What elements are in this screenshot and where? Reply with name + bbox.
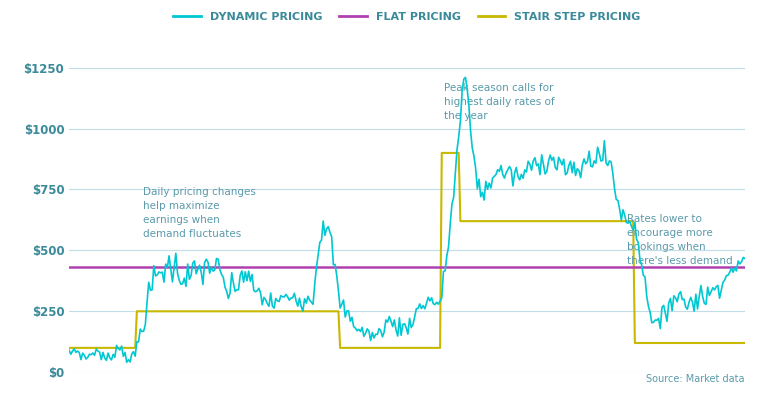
Text: Daily pricing changes
help maximize
earnings when
demand fluctuates: Daily pricing changes help maximize earn… — [144, 187, 257, 239]
Text: Source: Market data: Source: Market data — [647, 374, 745, 384]
Text: Rates lower to
encourage more
bookings when
there's less demand: Rates lower to encourage more bookings w… — [627, 214, 733, 266]
Legend: DYNAMIC PRICING, FLAT PRICING, STAIR STEP PRICING: DYNAMIC PRICING, FLAT PRICING, STAIR STE… — [169, 7, 645, 26]
Text: Peak season calls for
highest daily rates of
the year: Peak season calls for highest daily rate… — [444, 84, 554, 122]
